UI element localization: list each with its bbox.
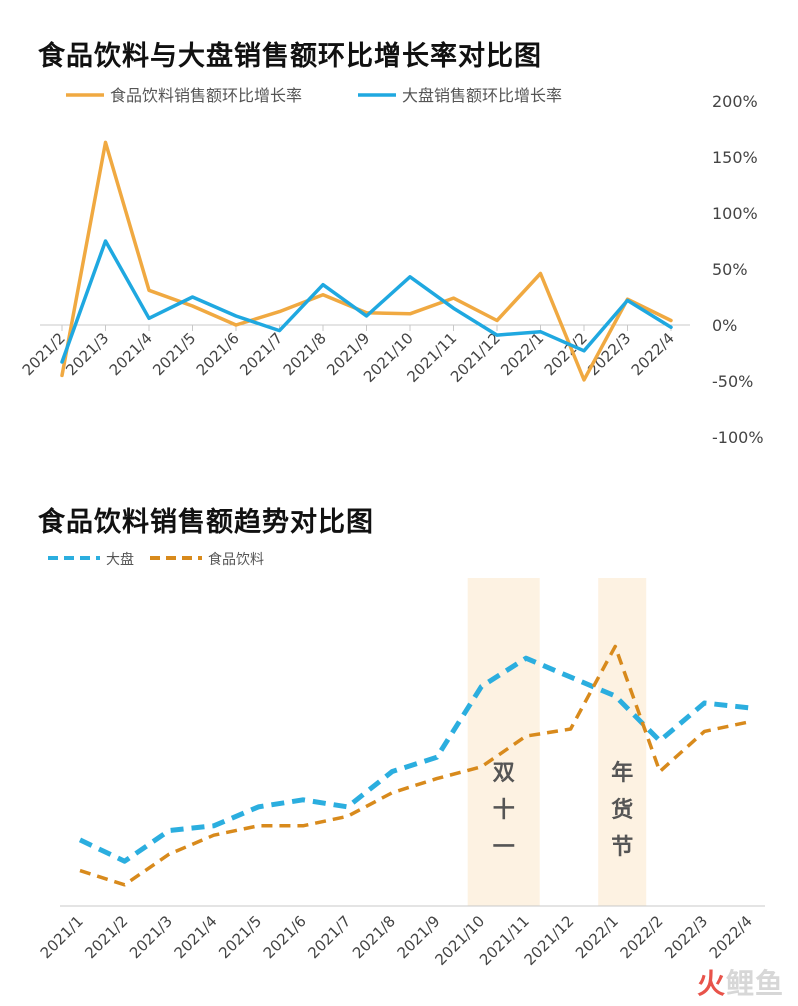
annotation-label-char: 年 (611, 760, 633, 786)
legend-label-food: 食品饮料销售额环比增长率 (110, 86, 302, 105)
annotation-label-char: 节 (611, 835, 633, 860)
chart1-x-tick-label: 2021/6 (193, 329, 243, 379)
chart2-title: 食品饮料销售额趋势对比图 (38, 507, 374, 538)
chart1-title: 食品饮料与大盘销售额环比增长率对比图 (38, 41, 542, 72)
chart1-y-tick-label: 200% (712, 92, 758, 111)
legend-label-market: 大盘销售额环比增长率 (402, 86, 562, 105)
chart2-x-tick-label: 2021/12 (521, 912, 578, 969)
chart1-x-tick-label: 2022/4 (628, 329, 678, 379)
annotation-band-newyear (598, 578, 647, 906)
brand-part1: 火 (696, 967, 726, 1000)
chart1-x-tick-label: 2021/7 (236, 329, 286, 379)
chart1-x-tick-label: 2021/4 (106, 329, 156, 379)
chart1-x-tick-label: 2022/1 (497, 329, 547, 379)
chart2-x-tick-label: 2022/3 (661, 912, 711, 962)
chart2-x-tick-label: 2021/3 (126, 912, 176, 962)
annotation-label-char: 一 (493, 835, 515, 860)
legend-label-food-dashed: 食品饮料 (208, 551, 264, 568)
chart1-x-tick-label: 2021/8 (280, 329, 330, 379)
chart2-x-tick-label: 2021/2 (81, 912, 131, 962)
annotation-label-char: 十 (493, 798, 515, 823)
chart2-x-tick-label: 2021/6 (260, 912, 310, 962)
chart2-x-tick-label: 2021/1 (37, 912, 87, 962)
chart1-y-tick-label: 0% (712, 316, 737, 335)
chart2-x-tick-label: 2021/4 (171, 912, 221, 962)
chart1-x-tick-label: 2021/5 (149, 329, 199, 379)
brand-part2: 鲤鱼 (725, 967, 784, 1000)
brand-logo: 火鲤鱼 (697, 962, 784, 1002)
chart2-x-tick-label: 2022/1 (572, 912, 622, 962)
chart2-x-tick-label: 2022/2 (617, 912, 667, 962)
chart1-y-tick-label: 50% (712, 260, 748, 279)
chart1-y-tick-label: -50% (712, 372, 753, 391)
chart1-line-market (60, 239, 673, 364)
chart1-y-tick-label: 150% (712, 148, 758, 167)
chart2-line-food (79, 644, 750, 887)
chart1-y-tick-label: -100% (712, 428, 764, 447)
chart2-x-tick-label: 2021/8 (349, 912, 399, 962)
annotation-label-char: 双 (493, 761, 515, 786)
chart2-line-market (78, 655, 750, 864)
legend-label-market-dashed: 大盘 (106, 551, 134, 568)
annotation-band-double11 (467, 578, 540, 906)
chart2-x-tick-label: 2022/4 (706, 912, 756, 962)
chart2-x-tick-label: 2021/7 (304, 912, 354, 962)
chart2-x-tick-label: 2021/5 (215, 912, 265, 962)
chart1-y-tick-label: 100% (712, 204, 758, 223)
annotation-label-char: 货 (611, 797, 633, 823)
